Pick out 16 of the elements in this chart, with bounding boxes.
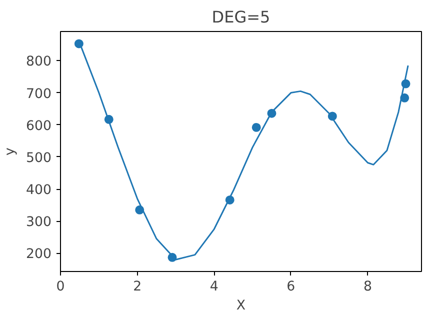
x-axis-title: X (236, 298, 246, 314)
y-axis-title: y (3, 147, 18, 156)
chart-title: DEG=5 (212, 8, 270, 26)
x-tick-label: 0 (56, 280, 65, 294)
y-tick-label: 700 (26, 86, 52, 102)
y-tick-label: 800 (26, 54, 52, 70)
y-tick-label: 300 (26, 215, 52, 230)
y-tick-label: 400 (26, 183, 52, 198)
x-tick-label: 2 (133, 280, 142, 294)
x-tick-label: 4 (210, 280, 218, 294)
y-tick-label: 500 (26, 150, 52, 166)
y-tick-label: 600 (26, 118, 52, 134)
x-tick-label: 6 (286, 280, 296, 294)
x-tick-label: 8 (363, 280, 372, 294)
y-tick-label: 200 (26, 247, 52, 262)
point (252, 122, 261, 132)
